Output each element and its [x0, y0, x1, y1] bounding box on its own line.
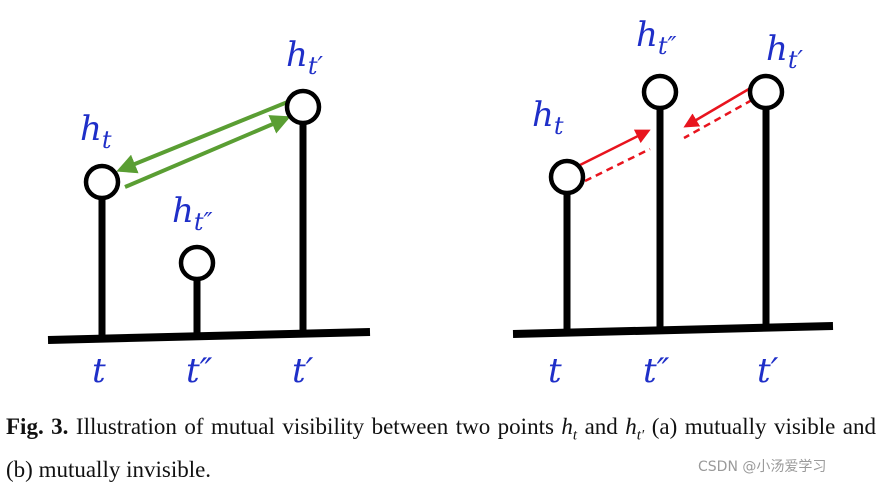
watermark: CSDN @小汤爱学习	[698, 459, 827, 475]
arrow	[683, 84, 755, 128]
axis-label: t	[548, 351, 562, 391]
node	[747, 73, 785, 111]
ground-line	[512, 322, 834, 338]
label-base: h	[80, 109, 102, 149]
arrow	[116, 99, 291, 174]
node	[284, 88, 322, 126]
point-label: ht	[532, 95, 564, 140]
point-label: ht′	[286, 35, 324, 80]
panel-b: ht ht″ ht′ t t″ t′	[512, 15, 834, 391]
label-sub: t″	[194, 208, 213, 236]
caption-label: Fig. 3.	[6, 414, 69, 439]
node	[641, 73, 679, 111]
caption-text: (a) mutually visible and (b) mutually in…	[6, 414, 876, 482]
label-sub: t	[102, 126, 112, 154]
label-base: h	[766, 29, 788, 69]
math: ht	[561, 414, 577, 444]
arrow	[579, 129, 651, 167]
figure: ht ht″ ht′ t t″ t′ ht ht″ ht′ t t″ t′	[47, 15, 834, 391]
node	[83, 163, 121, 201]
point-label: ht″	[636, 15, 677, 60]
dashed-line	[584, 147, 651, 183]
dashed-line	[683, 98, 753, 140]
label-sub: t′	[308, 52, 324, 80]
panel-a: ht ht″ ht′ t t″ t′	[47, 35, 371, 391]
axis-label: t	[92, 351, 106, 391]
point-label: ht″	[172, 191, 213, 236]
math-base: h	[625, 414, 637, 439]
math-sub: t	[572, 427, 578, 444]
arrow	[124, 115, 291, 189]
point-label: ht′	[766, 29, 804, 74]
math-sub: t′	[636, 427, 645, 444]
axis-label: t″	[643, 351, 670, 391]
label-base: h	[636, 15, 658, 55]
label-sub: t′	[788, 46, 804, 74]
axis-label: t″	[186, 351, 213, 391]
caption-text: Illustration of mutual visibility betwee…	[75, 414, 554, 439]
label-sub: t	[554, 112, 564, 140]
point-label: ht	[80, 109, 112, 154]
node	[178, 244, 216, 282]
caption: Fig. 3. Illustration of mutual visibilit…	[6, 410, 876, 486]
ground-line	[47, 328, 371, 344]
label-base: h	[532, 95, 554, 135]
label-sub: t″	[658, 32, 677, 60]
node	[548, 158, 586, 196]
math-base: h	[561, 414, 573, 439]
caption-text: and	[584, 414, 618, 439]
axis-label: t′	[757, 351, 779, 391]
math: ht′	[625, 414, 644, 444]
axis-label: t′	[292, 351, 314, 391]
label-base: h	[172, 191, 194, 231]
label-base: h	[286, 35, 308, 75]
